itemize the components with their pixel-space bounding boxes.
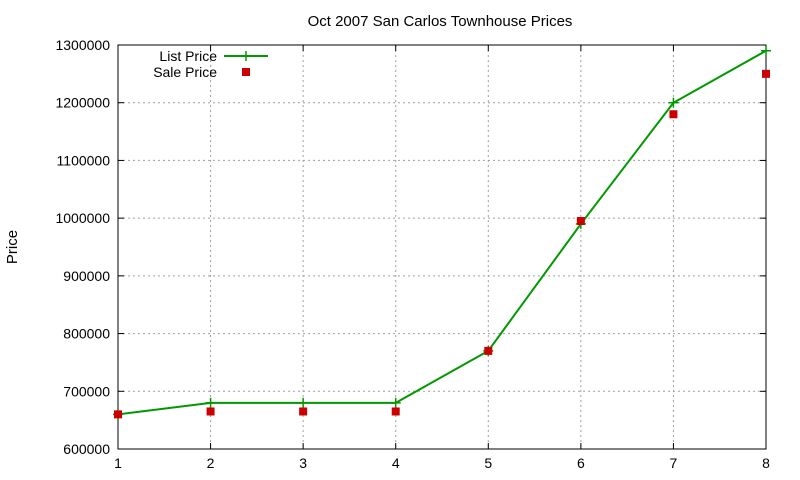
y-tick-label: 1000000 <box>55 210 110 226</box>
y-tick-label: 700000 <box>63 383 110 399</box>
x-tick-label: 6 <box>577 455 585 471</box>
legend-label-sale-price: Sale Price <box>153 64 217 80</box>
list-price-point <box>761 45 771 56</box>
x-tick-label: 8 <box>762 455 770 471</box>
sale-price-point <box>114 410 122 419</box>
list-price-point <box>205 397 216 408</box>
y-tick-label: 1300000 <box>55 37 110 53</box>
y-tick-label: 1200000 <box>55 95 110 111</box>
y-tick-label: 1100000 <box>57 152 111 168</box>
y-tick-label: 600000 <box>63 441 110 457</box>
plot-frame <box>117 44 767 450</box>
y-tick-label: 900000 <box>63 268 110 284</box>
sale-price-point <box>206 407 215 416</box>
x-tick-label: 1 <box>114 455 122 471</box>
x-tick-label: 3 <box>299 455 307 471</box>
list-price-point <box>390 397 401 408</box>
list-price-point <box>298 397 309 408</box>
x-tick-label: 4 <box>392 455 400 471</box>
sale-price-point <box>484 346 493 355</box>
sale-price-point <box>391 407 400 416</box>
x-tick-label: 2 <box>207 455 215 471</box>
legend-marker-list-price <box>241 51 251 61</box>
axis-ticks: 6000007000008000009000001000000110000012… <box>55 37 770 471</box>
sale-price-point <box>576 217 585 226</box>
grid <box>118 45 766 449</box>
list-price-line <box>117 49 767 416</box>
y-tick-label: 800000 <box>63 326 110 342</box>
sale-price-point <box>762 69 770 78</box>
chart-title: Oct 2007 San Carlos Townhouse Prices <box>308 13 573 30</box>
x-tick-label: 7 <box>670 455 678 471</box>
list-price-point <box>668 97 679 108</box>
y-axis-label: Price <box>4 230 21 264</box>
legend-marker-sale-price <box>242 68 250 76</box>
legend-label-list-price: List Price <box>159 48 217 64</box>
sale-price-point <box>299 407 308 416</box>
x-tick-label: 5 <box>484 455 492 471</box>
sale-price-point <box>669 110 678 119</box>
series <box>113 45 771 420</box>
